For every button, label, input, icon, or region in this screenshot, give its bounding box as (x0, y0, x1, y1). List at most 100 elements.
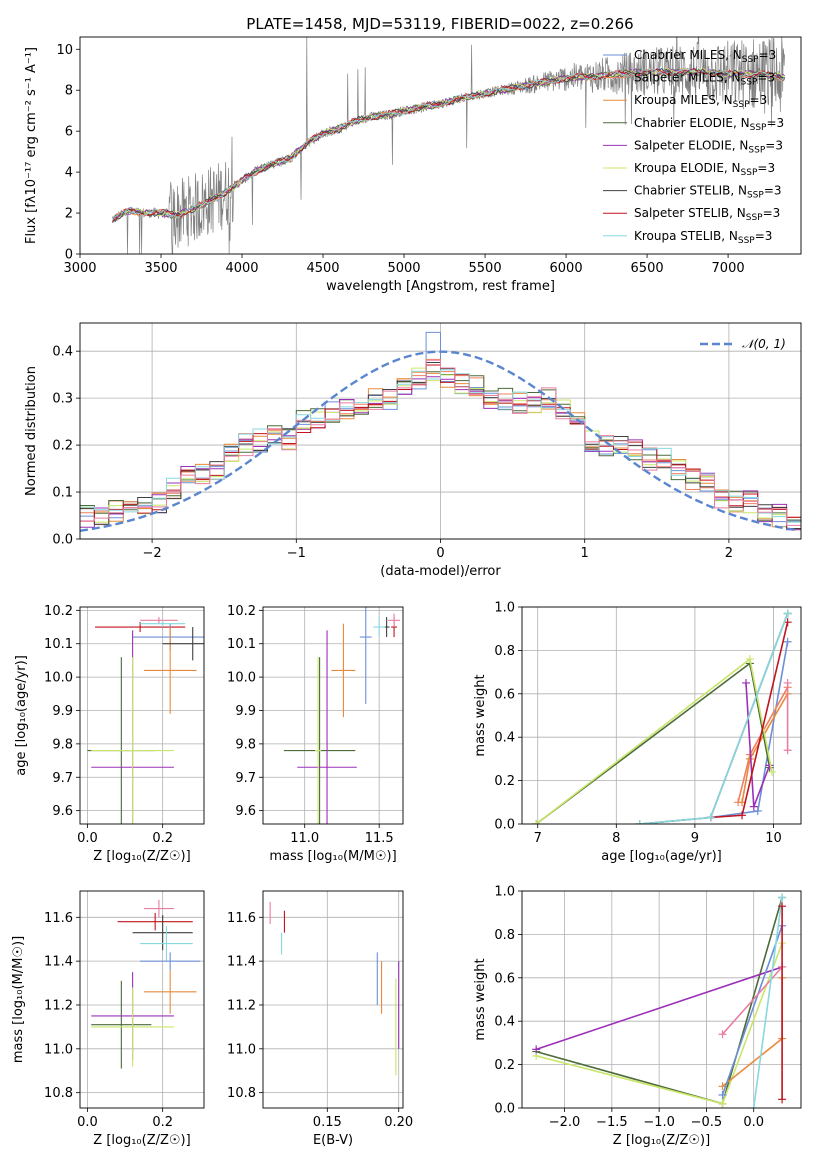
x-tick-label: 0.2 (152, 831, 173, 846)
mass-vs-metallicity-panel: 0.0 0.2 10.8 11.0 11.2 11.4 11.6 Z [log₁₀(Z/Z☉)… (11, 890, 205, 1148)
weight-age-marker-salpeter_stelib (738, 811, 747, 820)
weight-age-marker-kroupa_stelib (635, 820, 644, 824)
y-tick-label: 0 (65, 248, 73, 263)
x-tick-label: 11.5 (365, 831, 394, 846)
x-tick-label: 2 (725, 546, 733, 561)
y-tick-label: 0.4 (52, 345, 73, 360)
plot-area (80, 331, 801, 532)
axes-frame (79, 890, 205, 1109)
x-tick-label: 4000 (225, 261, 258, 276)
plot-area (112, 37, 786, 254)
histogram-y-label: Normed distribution (24, 366, 39, 496)
legend-label-sub: SSP (738, 236, 755, 246)
model-spectrum-kroupa_stelib (112, 67, 786, 220)
x-tick-label: 6500 (631, 261, 664, 276)
y-tick-label: 11.2 (227, 998, 256, 1013)
x-tick-label: 8 (612, 831, 620, 846)
mass-vs-extinction-panel: 0.15 0.20 10.8 11.0 11.2 11.4 11.6 E(B-V) (227, 890, 413, 1148)
x-tick-label: −2 (143, 546, 162, 561)
weight-z-marker-salpeter_elodie (532, 1045, 541, 1054)
y-tick-label: 11.0 (227, 1042, 256, 1057)
weight-age-x-label: age [log₁₀(age/yr)] (601, 849, 722, 864)
histogram-chabrier_miles (80, 331, 801, 523)
x-tick-label: 4500 (306, 261, 339, 276)
mass-z-y-label: mass [log₁₀(M/M☉)] (11, 936, 26, 1063)
y-tick-label: 0.4 (494, 1015, 515, 1030)
mass-ebv-x-label: E(B-V) (313, 1133, 353, 1148)
axes-frame (262, 606, 404, 825)
y-tick-label: 0.2 (52, 439, 73, 454)
spectrum-y-label: Flux [fλ10⁻¹⁷ erg cm⁻² s⁻¹ A⁻¹] (24, 47, 39, 244)
y-tick-label: 10.2 (44, 604, 73, 619)
y-tick-label: 11.6 (227, 911, 256, 926)
weight-age-marker-chabrier_miles (753, 806, 762, 815)
weight-age-marker-kroupa_elodie (532, 820, 541, 824)
weight-z-marker-kroupa_stelib (778, 893, 787, 902)
x-tick-label: 5000 (387, 261, 420, 276)
x-tick-label: 10 (765, 831, 782, 846)
axes-frame (79, 322, 802, 540)
x-tick-label: 3000 (63, 261, 96, 276)
plot-area (269, 901, 400, 1076)
y-tick-label: 1.0 (494, 601, 515, 616)
weight-age-marker-extra_pink (783, 678, 792, 687)
plot-area (532, 893, 787, 1108)
y-tick-label: 9.8 (52, 737, 73, 752)
x-tick-label: 7000 (712, 261, 745, 276)
x-tick-label: 3500 (144, 261, 177, 276)
legend-label-sub: SSP (750, 123, 767, 133)
weight-age-marker-salpeter_elodie (749, 802, 758, 811)
y-tick-label: 0.4 (494, 731, 515, 746)
age-z-x-label: Z [log₁₀(Z/Z☉)] (93, 849, 190, 864)
mass-weight-vs-metallicity-panel: −2.0 −1.5 −1.0 −0.5 0.0 0.0 0.2 0.4 0.6 0.8 1.0 Z [… (473, 885, 802, 1148)
x-tick-label: 0.0 (77, 1115, 98, 1130)
legend-label-sub: SSP (748, 145, 765, 155)
spectrum-legend: Chabrier MILES, NSSP=3 Salpeter MILES, NS… (603, 48, 784, 246)
spectrum-panel: 3000 3500 4000 4500 5000 5500 6000 6500 7000 0 2 4 6… (24, 36, 802, 294)
weight-z-line-extra_pink (721, 966, 783, 1035)
weight-age-marker-extra_pink (783, 746, 792, 755)
mass-weight-vs-age-panel: 7 8 9 10 0.0 0.2 0.4 0.6 0.8 1.0 age [log₁₀(age/yr… (473, 601, 802, 864)
y-tick-label: 6 (65, 125, 73, 140)
weight-z-line-salpeter_elodie (535, 966, 783, 1051)
weight-age-line-chabrier_elodie (535, 661, 771, 824)
age-mass-x-label: mass [log₁₀(M/M☉)] (269, 849, 396, 864)
x-tick-label: −1.5 (596, 1115, 628, 1130)
y-tick-label: 10.0 (44, 671, 73, 686)
legend-label-tail: =3 (757, 161, 775, 175)
x-tick-label: 0.2 (152, 1115, 173, 1130)
age-vs-metallicity-panel: 0.0 0.2 9.6 9.7 9.8 9.9 10.0 10.1 10.2 Z [log₁₀(Z… (14, 604, 205, 864)
x-tick-label: 7 (534, 831, 542, 846)
y-tick-label: 9.8 (235, 737, 256, 752)
weight-age-marker-salpeter_elodie (741, 678, 750, 687)
y-tick-label: 2 (65, 207, 73, 222)
x-tick-label: 0.15 (313, 1115, 342, 1130)
y-tick-label: 1.0 (494, 885, 515, 900)
normal-distribution-curve (80, 350, 799, 532)
mass-z-x-label: Z [log₁₀(Z/Z☉)] (93, 1133, 190, 1148)
legend-label-tail: =3 (755, 229, 773, 243)
legend-label-5: Kroupa ELODIE, NSSP=3 (634, 161, 775, 178)
y-tick-label: 9.9 (235, 704, 256, 719)
legend-label-tail: =3 (763, 206, 781, 220)
y-tick-label: 10.2 (227, 604, 256, 619)
y-tick-label: 0.2 (494, 1058, 515, 1073)
histogram-x-label: (data-model)/error (380, 564, 501, 579)
x-tick-label: 6000 (550, 261, 583, 276)
age-z-y-label: age [log₁₀(age/yr)] (14, 655, 29, 776)
legend-label-sub: SSP (741, 78, 758, 88)
legend-label-sub: SSP (747, 191, 764, 201)
age-vs-mass-panel: 11.0 11.5 9.6 9.7 9.8 9.9 10.0 10.1 10.2 mass [lo… (227, 604, 404, 864)
weight-z-marker-salpeter_stelib (778, 1095, 787, 1104)
plot-area (532, 609, 792, 824)
weight-z-line-chabrier_miles (721, 925, 783, 1096)
legend-label-tail: =3 (766, 116, 784, 130)
y-tick-label: 11.2 (44, 998, 73, 1013)
y-tick-label: 0.6 (494, 971, 515, 986)
spectrum-x-label: wavelength [Angstrom, rest frame] (326, 279, 555, 294)
y-tick-label: 0.1 (52, 486, 73, 501)
figure-title: PLATE=1458, MJD=53119, FIBERID=0022, z=0… (246, 15, 633, 33)
axes-frame (79, 36, 802, 255)
legend-label-sub: SSP (746, 213, 763, 223)
y-tick-label: 10 (56, 43, 73, 58)
